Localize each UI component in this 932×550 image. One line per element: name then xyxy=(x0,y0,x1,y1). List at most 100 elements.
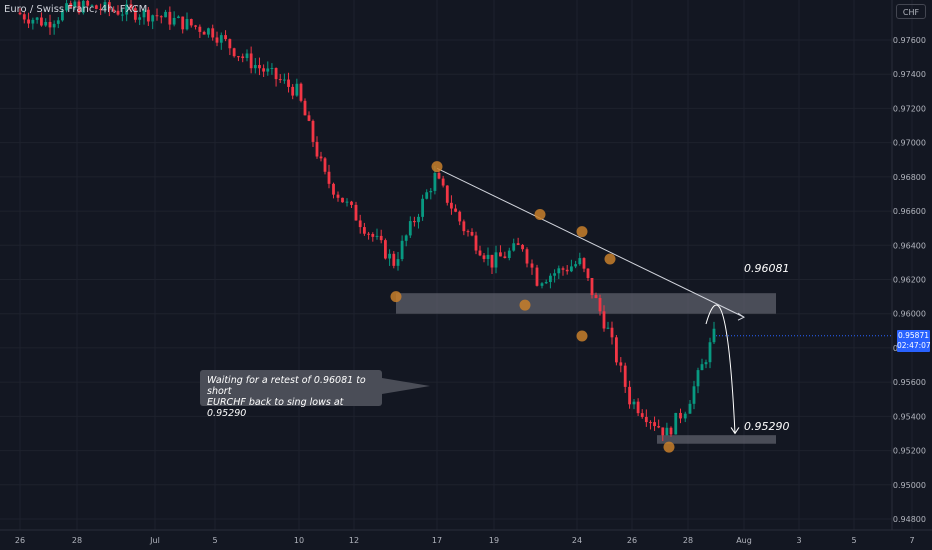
candle-body xyxy=(392,253,396,266)
time-tick-label: Aug xyxy=(736,536,752,545)
price-tick-label: 0.95000 xyxy=(893,481,926,490)
candle-body xyxy=(107,2,111,10)
time-tick-label: Jul xyxy=(149,536,160,545)
candle-body xyxy=(507,250,511,258)
candle-body xyxy=(657,426,661,428)
price-tick-label: 0.97000 xyxy=(893,139,926,148)
candle-body xyxy=(640,413,644,417)
candle-body xyxy=(354,204,358,221)
candle-body xyxy=(40,17,43,26)
swing-point-marker xyxy=(663,441,675,453)
candle-body xyxy=(632,401,636,405)
candle-body xyxy=(610,327,614,338)
candle-body xyxy=(704,362,708,365)
candle-body xyxy=(303,100,307,116)
trendline-arrowhead xyxy=(737,312,745,321)
candle-body xyxy=(700,364,704,371)
candle-body xyxy=(146,9,150,22)
candle-body xyxy=(211,28,215,38)
time-tick-label: 17 xyxy=(432,536,442,545)
candle-body xyxy=(540,283,544,286)
candle-body xyxy=(69,3,73,8)
candle-body xyxy=(61,10,64,21)
candle-body xyxy=(194,25,197,27)
candle-body xyxy=(466,231,470,233)
candle-body xyxy=(299,83,303,101)
candle-body xyxy=(48,21,52,28)
candle-body xyxy=(363,227,366,234)
swing-point-marker xyxy=(390,291,402,303)
candle-body xyxy=(661,427,665,436)
candle-body xyxy=(628,386,631,405)
candle-body xyxy=(404,235,408,241)
candle-series xyxy=(18,0,716,442)
price-tick-label: 0.97200 xyxy=(893,104,926,113)
candle-body xyxy=(598,298,602,312)
candle-body xyxy=(94,5,98,9)
candle-body xyxy=(341,197,344,203)
time-tick-label: 10 xyxy=(294,536,304,545)
candle-body xyxy=(125,4,129,15)
candle-body xyxy=(253,65,257,69)
candle-body xyxy=(594,295,598,299)
trade-idea-callout[interactable]: Waiting for a retest of 0.96081 to short… xyxy=(200,370,382,419)
candle-body xyxy=(478,250,482,256)
candle-body xyxy=(400,240,404,260)
candle-body xyxy=(350,201,353,205)
candle-body xyxy=(445,185,449,203)
candle-body xyxy=(375,235,379,237)
candle-body xyxy=(482,255,486,259)
candle-body xyxy=(692,386,696,404)
price-zone xyxy=(396,293,776,314)
candle-body xyxy=(413,221,416,223)
candle-body xyxy=(615,337,618,363)
candle-body xyxy=(674,412,678,435)
candle-body xyxy=(315,141,319,157)
time-tick-label: 12 xyxy=(349,536,359,545)
candle-body xyxy=(311,120,315,142)
price-axis[interactable]: 0.97600 0.97400 0.97200 0.97000 0.96800 0.966… xyxy=(891,0,926,530)
candle-body xyxy=(164,11,167,18)
candle-body xyxy=(574,264,577,267)
candle-body xyxy=(462,221,466,232)
candle-body xyxy=(274,67,278,80)
candle-body xyxy=(578,258,582,265)
time-tick-label: 5 xyxy=(851,536,856,545)
candle-body xyxy=(172,17,176,25)
candle-body xyxy=(644,416,648,423)
candle-body xyxy=(557,268,561,274)
candle-body xyxy=(425,192,429,199)
candle-body xyxy=(323,158,327,172)
candle-body xyxy=(470,231,474,236)
candle-body xyxy=(44,21,48,26)
candle-body xyxy=(189,19,193,26)
swing-point-marker xyxy=(534,208,546,220)
candle-body xyxy=(86,0,90,6)
candle-body xyxy=(553,273,556,276)
candle-body xyxy=(185,19,189,30)
candle-body xyxy=(116,10,120,15)
time-tick-label: 3 xyxy=(796,536,801,545)
candle-body xyxy=(665,427,669,436)
candle-body xyxy=(327,171,331,184)
price-tick-label: 0.96000 xyxy=(893,310,926,319)
candle-body xyxy=(653,422,656,427)
candle-body xyxy=(90,5,94,7)
candle-body xyxy=(623,365,627,387)
symbol-title[interactable]: Euro / Swiss Franc, 4h, FXCM xyxy=(4,4,148,15)
candle-body xyxy=(367,233,370,235)
callout-pointer xyxy=(382,378,430,394)
candle-body xyxy=(35,17,39,20)
candle-body xyxy=(371,233,375,237)
last-price-value: 0.95871 xyxy=(897,331,929,340)
time-tick-label: 24 xyxy=(572,536,582,545)
swing-point-marker xyxy=(604,253,616,265)
candle-body xyxy=(112,9,116,11)
currency-badge[interactable]: CHF xyxy=(896,4,926,19)
candle-body xyxy=(99,8,103,10)
candle-body xyxy=(120,14,124,16)
time-axis[interactable]: 26 28 Jul 5 10 12 17 19 24 26 28 Aug 3 5 7 xyxy=(0,529,932,545)
time-tick-label: 26 xyxy=(15,536,25,545)
candle-body xyxy=(228,39,232,49)
